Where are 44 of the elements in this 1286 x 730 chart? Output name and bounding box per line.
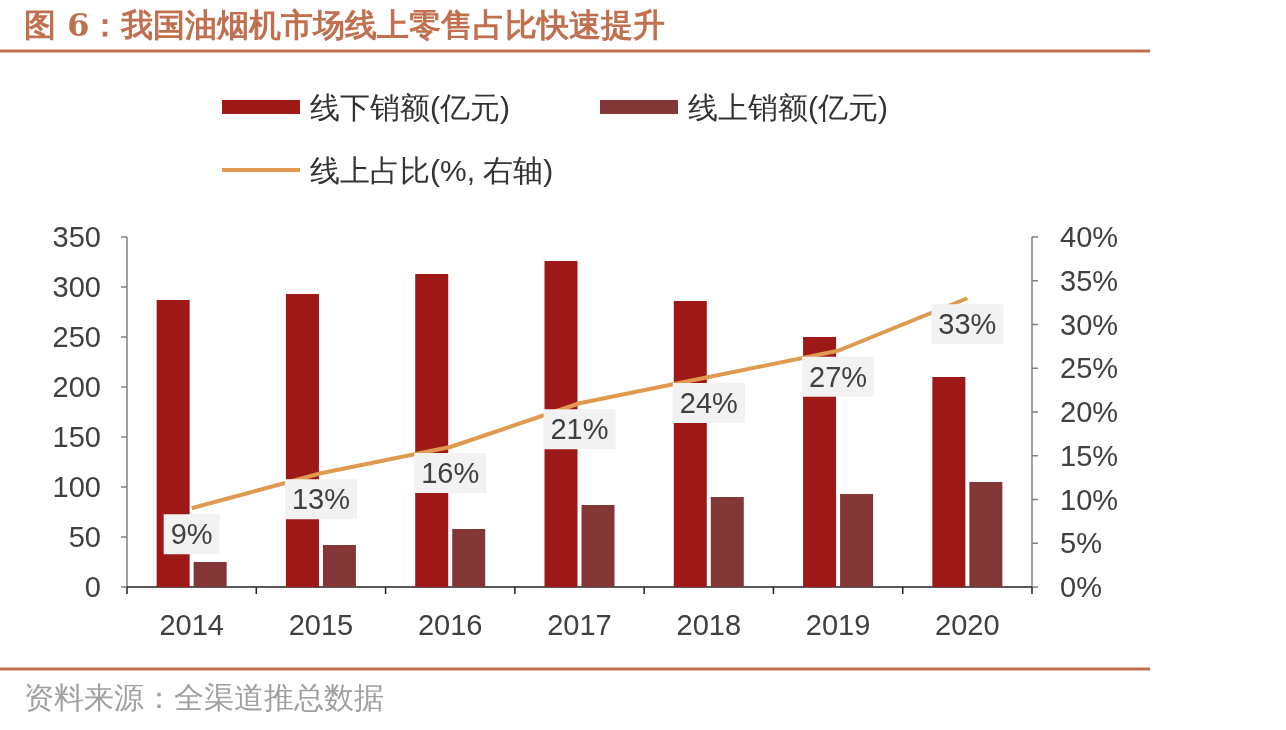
x-tick-label: 2016	[417, 609, 483, 641]
y-tick-label: 350	[52, 221, 101, 253]
data-label: 24%	[679, 387, 738, 419]
y2-tick-label: 35%	[1060, 264, 1119, 297]
bar	[969, 482, 1003, 587]
x-tick-label: 2017	[547, 609, 612, 641]
x-tick-label: 2015	[288, 609, 354, 641]
y2-tick-label: 20%	[1060, 396, 1119, 428]
bar	[581, 505, 615, 587]
bar	[710, 497, 744, 587]
data-label: 9%	[170, 518, 213, 551]
chart-title: 图 6：我国油烟机市场线上零售占比快速提升	[24, 6, 666, 44]
data-label: 27%	[809, 360, 868, 393]
legend-label: 线上销额(亿元)	[688, 91, 888, 124]
x-tick-label: 2020	[935, 609, 1000, 641]
y-tick-label: 200	[52, 371, 101, 403]
y2-tick-label: 0%	[1060, 571, 1102, 603]
x-tick-label: 2018	[676, 609, 742, 641]
y-tick-label: 300	[52, 271, 101, 303]
bar	[193, 562, 227, 587]
y2-tick-label: 30%	[1060, 308, 1119, 341]
y2-tick-label: 15%	[1060, 439, 1119, 472]
y-tick-label: 0	[84, 571, 101, 603]
text: 资料来源：全渠道推总数据	[24, 680, 384, 715]
y-tick-label: 100	[52, 471, 101, 503]
data-label: 13%	[291, 483, 350, 516]
legend-label: 线上占比(%, 右轴)	[310, 154, 554, 187]
y-tick-label: 250	[52, 321, 101, 353]
y2-tick-label: 5%	[1060, 527, 1102, 560]
legend-label: 线下销额(亿元)	[310, 91, 510, 124]
data-label: 21%	[550, 413, 609, 446]
bar	[840, 494, 874, 587]
data-label: 33%	[938, 308, 997, 341]
bar	[932, 377, 966, 587]
y2-tick-label: 25%	[1060, 352, 1119, 385]
x-tick-label: 2019	[805, 609, 871, 641]
bar	[452, 529, 486, 587]
y2-tick-label: 40%	[1060, 221, 1119, 253]
y-tick-label: 150	[52, 421, 101, 453]
bar	[322, 545, 356, 587]
x-tick-label: 2014	[159, 609, 224, 641]
data-label: 16%	[421, 457, 480, 489]
y-tick-label: 50	[68, 521, 101, 553]
y2-tick-label: 10%	[1060, 483, 1119, 516]
